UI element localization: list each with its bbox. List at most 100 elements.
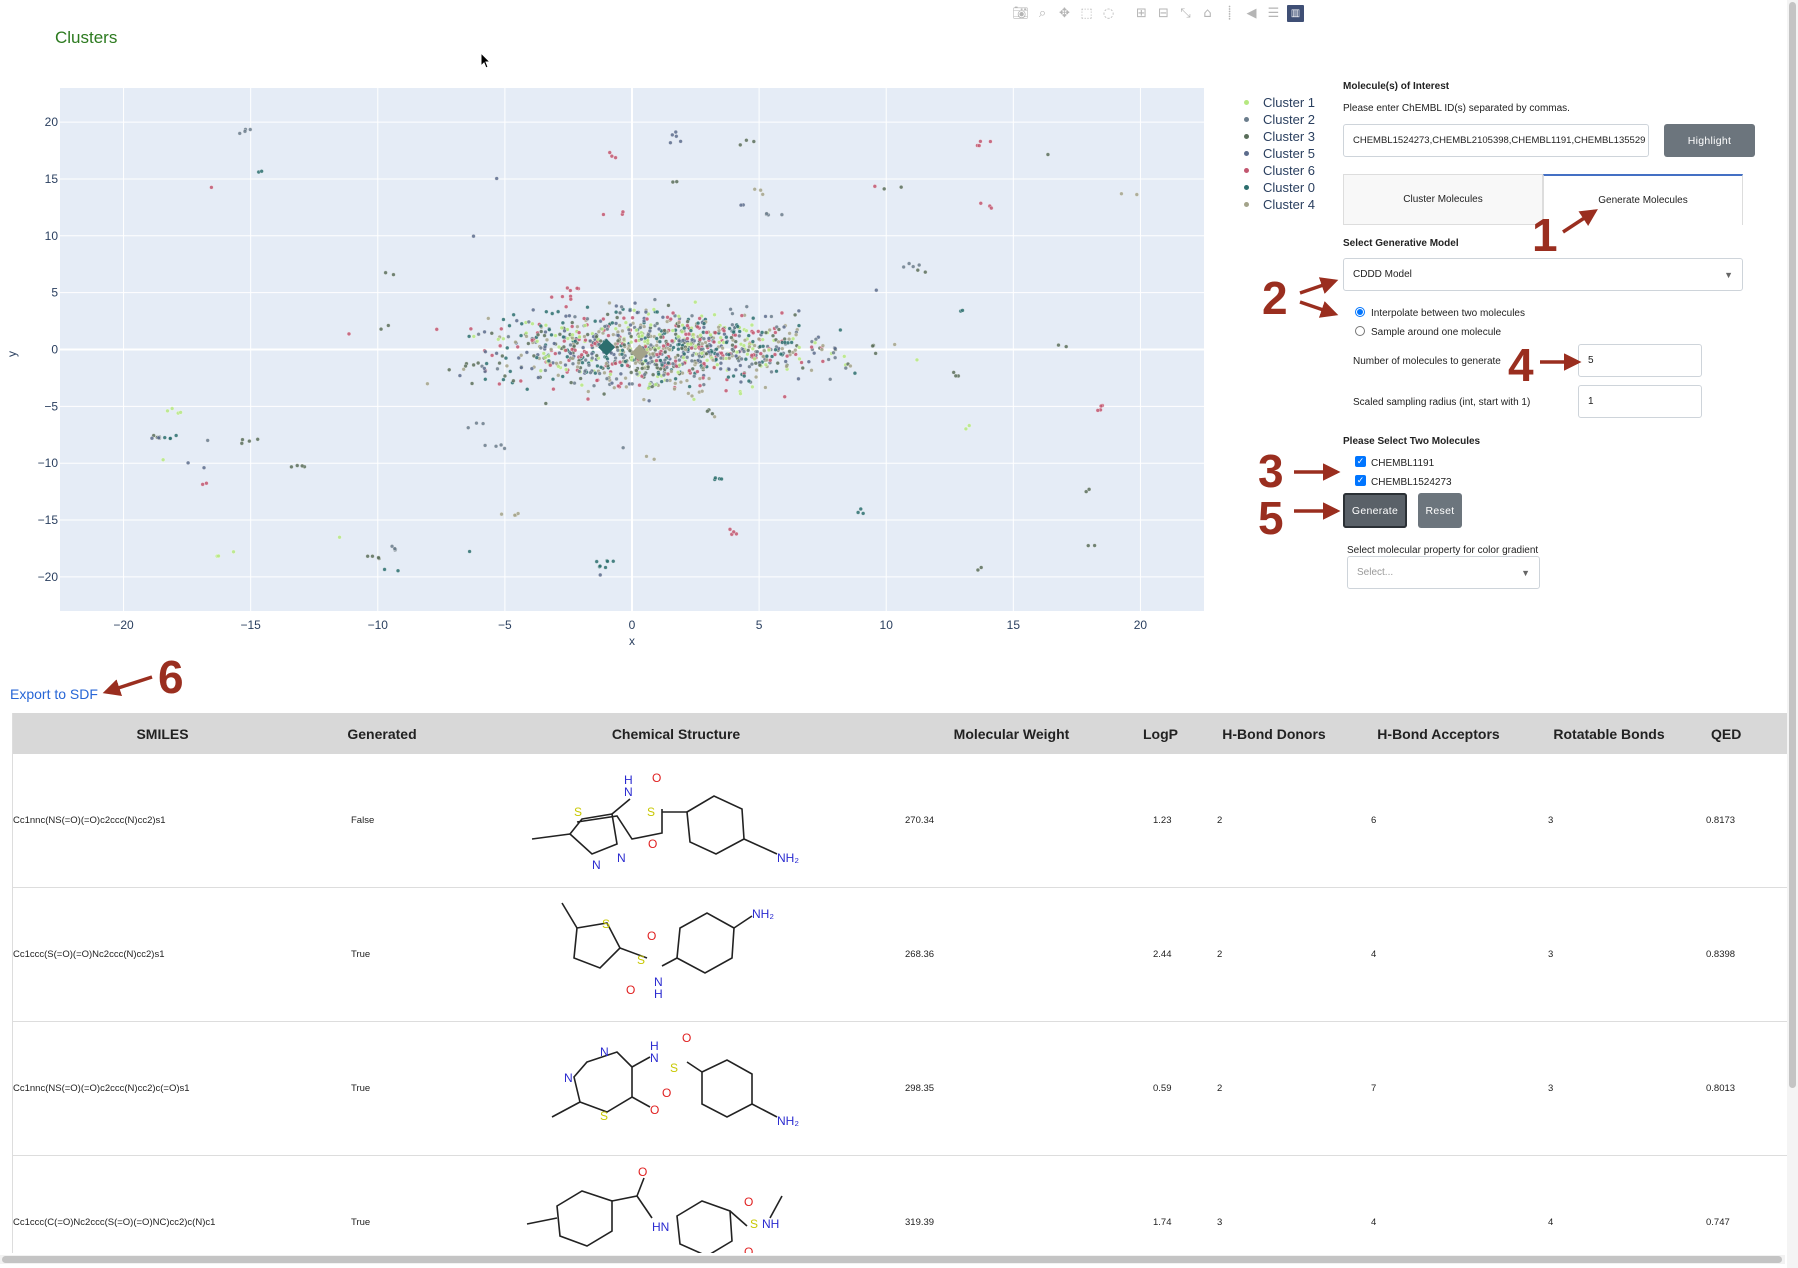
property-select[interactable]: Select... ▼ xyxy=(1347,556,1540,589)
header-smiles[interactable]: SMILES xyxy=(13,713,312,754)
scatter-point xyxy=(596,329,601,334)
spike-lines-icon[interactable]: ⸽ xyxy=(1227,5,1232,21)
scatter-point xyxy=(530,321,535,326)
table-row[interactable]: Cc1nnc(NS(=O)(=O)c2ccc(N)cc2)s1 False xyxy=(13,754,1787,888)
scatter-point xyxy=(697,337,703,342)
scatter-point xyxy=(255,437,260,442)
horizontal-scrollbar-thumb[interactable] xyxy=(2,1256,1782,1263)
scatter-point xyxy=(843,366,848,371)
scatter-point xyxy=(671,345,676,350)
header-hba[interactable]: H-Bond Acceptors xyxy=(1350,713,1527,754)
model-select[interactable]: CDDD Model ▼ xyxy=(1343,258,1743,291)
scatter-point xyxy=(782,340,787,345)
plotly-logo-icon[interactable]: ▥ xyxy=(1287,4,1304,22)
legend-item[interactable]: Cluster 6 xyxy=(1240,162,1315,179)
scatter-point xyxy=(613,326,618,331)
svg-text:S: S xyxy=(600,1109,608,1123)
highlight-button[interactable]: Highlight xyxy=(1664,124,1755,157)
export-sdf-link[interactable]: Export to SDF xyxy=(10,686,98,702)
header-rot[interactable]: Rotatable Bonds xyxy=(1527,713,1691,754)
reset-button[interactable]: Reset xyxy=(1418,493,1462,528)
generate-button[interactable]: Generate xyxy=(1343,493,1407,528)
scatter-point xyxy=(467,334,472,339)
checkbox-chembl1191-label: CHEMBL1191 xyxy=(1371,458,1435,469)
header-hbd[interactable]: H-Bond Donors xyxy=(1198,713,1350,754)
cell-logp: 0.59 xyxy=(1123,1021,1198,1156)
legend-item[interactable]: Cluster 5 xyxy=(1240,145,1315,162)
scatter-point xyxy=(683,332,688,337)
svg-text:NH: NH xyxy=(762,1217,779,1231)
legend-marker-icon xyxy=(1244,134,1249,139)
radio-interpolate[interactable] xyxy=(1355,307,1365,317)
checkbox-chembl1191[interactable]: ✓ xyxy=(1355,456,1366,467)
checkbox-chembl1524273[interactable]: ✓ xyxy=(1355,475,1366,486)
scatter-point xyxy=(611,332,616,337)
scatter-point xyxy=(682,351,687,356)
vertical-scrollbar[interactable] xyxy=(1787,0,1798,1268)
zoom-icon[interactable]: ⌕ xyxy=(1038,5,1047,21)
scatter-point xyxy=(654,362,659,367)
zoom-in-icon[interactable]: ⊞ xyxy=(1136,5,1147,21)
scatter-point xyxy=(568,297,573,302)
scatter-point xyxy=(531,307,536,312)
tab-cluster-molecules[interactable]: Cluster Molecules xyxy=(1343,174,1543,225)
scatter-point xyxy=(583,323,588,328)
scatter-point xyxy=(770,354,775,359)
scatter-point xyxy=(600,326,605,332)
radio-sample[interactable] xyxy=(1355,326,1365,336)
scatter-point xyxy=(597,371,602,376)
scatter-point xyxy=(539,329,544,334)
scatter-point xyxy=(497,361,502,366)
scatter-point xyxy=(578,376,583,381)
scatter-point xyxy=(643,358,648,363)
scatter-point xyxy=(796,308,801,313)
header-structure[interactable]: Chemical Structure xyxy=(452,713,900,754)
scatter-point xyxy=(605,327,610,332)
camera-icon[interactable]: 📷︎ xyxy=(1012,5,1029,21)
horizontal-scrollbar[interactable] xyxy=(0,1255,1785,1264)
scatter-point xyxy=(483,443,488,448)
hover-compare-icon[interactable]: ☰ xyxy=(1267,5,1280,21)
pan-icon[interactable]: ✥ xyxy=(1059,5,1070,21)
lasso-select-icon[interactable]: ◌ xyxy=(1102,5,1115,21)
cell-generated: False xyxy=(312,754,452,888)
sampling-radius-input[interactable]: 1 xyxy=(1578,385,1702,418)
table-row[interactable]: Cc1nnc(NS(=O)(=O)c2ccc(N)cc2)c(=O)s1 Tru… xyxy=(13,1021,1787,1156)
chembl-id-input[interactable]: CHEMBL1524273,CHEMBL2105398,CHEMBL1191,C… xyxy=(1343,124,1649,157)
num-molecules-input[interactable]: 5 xyxy=(1578,344,1702,377)
scatter-point xyxy=(168,436,173,441)
legend-label: Cluster 5 xyxy=(1263,146,1316,161)
autoscale-icon[interactable]: ⤡ xyxy=(1180,5,1191,21)
tab-generate-molecules[interactable]: Generate Molecules xyxy=(1543,174,1743,225)
scatter-point xyxy=(645,338,650,343)
scatter-point xyxy=(752,187,757,192)
cluster-scatter-plot[interactable]: −20 −15 −10 −5 0 5 10 15 20 20151050−5−10−15−20 … xyxy=(0,70,1230,660)
scatter-point xyxy=(565,285,570,291)
header-mw[interactable]: Molecular Weight xyxy=(900,713,1123,754)
scatter-point xyxy=(746,333,751,338)
reset-axes-icon[interactable]: ⌂ xyxy=(1203,5,1212,21)
hover-closest-icon[interactable]: ◀ xyxy=(1246,5,1257,21)
scatter-point xyxy=(511,312,516,317)
header-generated[interactable]: Generated xyxy=(312,713,452,754)
header-qed[interactable]: QED xyxy=(1691,713,1787,754)
legend-item[interactable]: Cluster 0 xyxy=(1240,179,1315,196)
scatter-point xyxy=(718,366,723,371)
scatter-point xyxy=(760,337,765,342)
scatter-point xyxy=(731,374,736,379)
table-row[interactable]: Cc1ccc(C(=O)Nc2ccc(S(=O)(=O)NC)cc2)c(N)c… xyxy=(13,1155,1787,1253)
scatter-point xyxy=(619,304,624,309)
scatter-point xyxy=(621,445,626,450)
svg-text:N: N xyxy=(564,1071,573,1085)
scatter-point xyxy=(848,363,853,369)
zoom-out-icon[interactable]: ⊟ xyxy=(1158,5,1169,21)
legend-item[interactable]: Cluster 3 xyxy=(1240,128,1315,145)
legend-item[interactable]: Cluster 4 xyxy=(1240,196,1315,213)
vertical-scrollbar-thumb[interactable] xyxy=(1789,2,1796,1088)
legend-item[interactable]: Cluster 1 xyxy=(1240,94,1315,111)
x-tick-label: −5 xyxy=(498,618,512,632)
box-select-icon[interactable]: ⬚ xyxy=(1080,5,1093,21)
header-logp[interactable]: LogP xyxy=(1123,713,1198,754)
legend-item[interactable]: Cluster 2 xyxy=(1240,111,1315,128)
